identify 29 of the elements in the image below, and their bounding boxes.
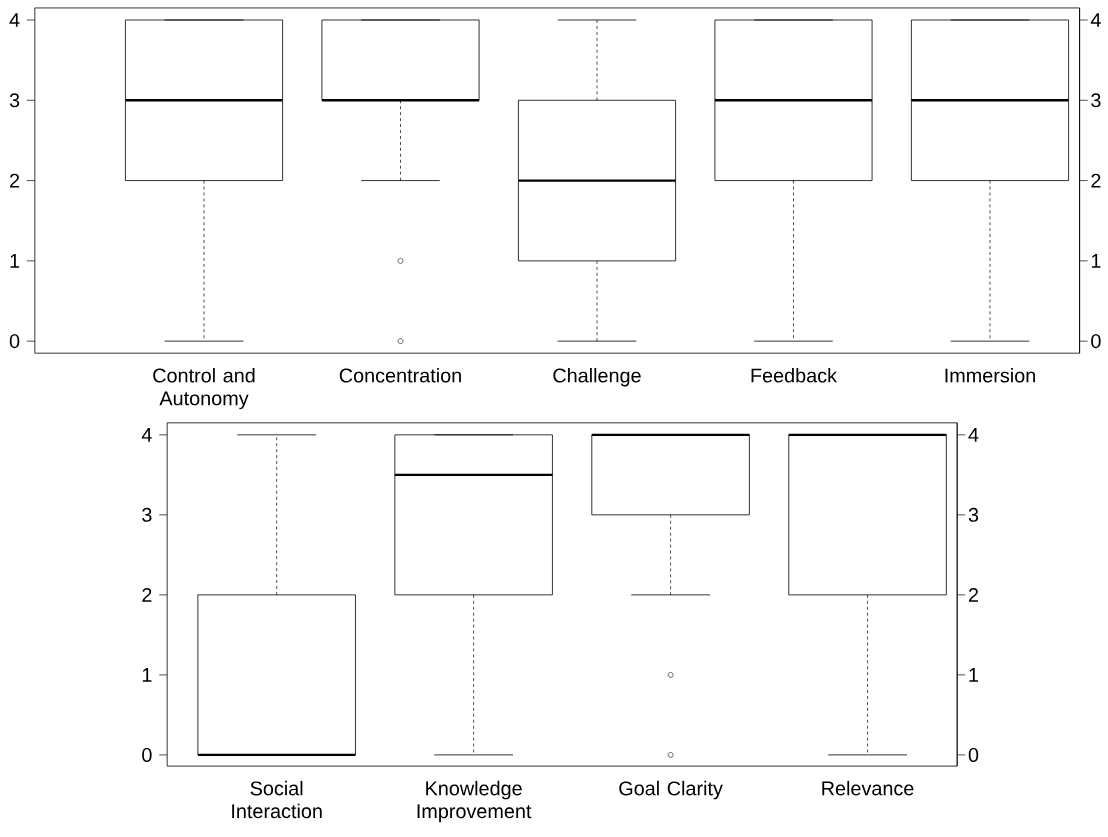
y-tick-label: 1 bbox=[142, 668, 152, 682]
y-tick-label: 3 bbox=[142, 507, 152, 522]
x-tick-label: Feedback bbox=[751, 368, 838, 383]
y2-tick-label: 2 bbox=[1091, 173, 1101, 188]
y2-tick-label: 2 bbox=[968, 588, 978, 602]
y2-tick-label: 0 bbox=[1091, 334, 1101, 349]
y2-tick-label: 0 bbox=[968, 748, 979, 763]
y2-tick-label: 3 bbox=[968, 507, 979, 522]
y-tick-label: 2 bbox=[142, 588, 152, 602]
y2-tick-label: 4 bbox=[968, 428, 979, 442]
x-tick-label: Goal Clarity bbox=[619, 781, 723, 800]
x-tick-label: Relevance bbox=[822, 781, 914, 796]
x-tick-label: Immersion bbox=[945, 368, 1035, 383]
x-tick-label: Concentration bbox=[339, 368, 461, 383]
y-tick-label: 2 bbox=[10, 173, 20, 188]
x-tick-label: Challenge bbox=[553, 368, 641, 387]
y-tick-label: 0 bbox=[9, 334, 20, 349]
y2-tick-label: 1 bbox=[1091, 254, 1101, 268]
y-tick-label: 1 bbox=[10, 254, 20, 268]
y-tick-label: 3 bbox=[9, 93, 20, 108]
y-tick-label: 0 bbox=[142, 748, 152, 763]
y2-tick-label: 4 bbox=[1090, 13, 1101, 27]
x-tick-label: Control and Autonomy bbox=[153, 368, 255, 410]
x-tick-label: Knowledge Improvement bbox=[417, 781, 532, 823]
x-tick-label: Social Interaction bbox=[232, 781, 322, 819]
y2-tick-label: 1 bbox=[969, 668, 979, 682]
y-tick-label: 4 bbox=[141, 428, 152, 442]
y2-tick-label: 3 bbox=[1091, 93, 1101, 108]
y-tick-label: 4 bbox=[9, 13, 20, 27]
